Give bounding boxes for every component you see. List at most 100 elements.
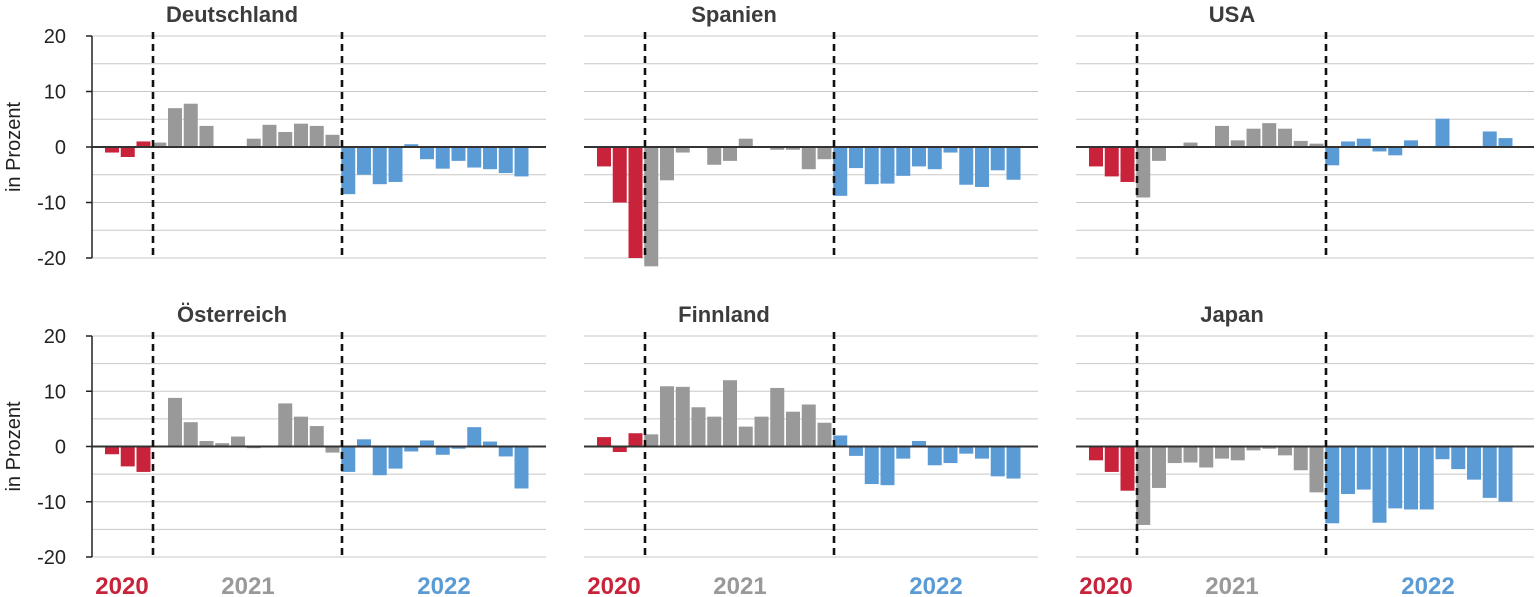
bar-2021 bbox=[1293, 140, 1308, 147]
bar-2022 bbox=[1435, 446, 1450, 460]
bar-2022 bbox=[483, 441, 497, 447]
bar-2020 bbox=[612, 147, 627, 203]
bar-2020 bbox=[597, 437, 611, 447]
bar-2022 bbox=[483, 147, 497, 170]
bar-2020 bbox=[1120, 446, 1135, 491]
bar-2022 bbox=[467, 147, 482, 168]
year-label-2022: 2022 bbox=[1401, 573, 1454, 597]
panel-title: Österreich bbox=[177, 302, 287, 327]
bar-2021 bbox=[707, 147, 722, 165]
bar-2022 bbox=[514, 446, 529, 489]
bar-2021 bbox=[786, 411, 800, 447]
bar-2021 bbox=[1309, 143, 1324, 147]
bar-2022 bbox=[388, 446, 403, 469]
bar-2022 bbox=[1372, 147, 1387, 152]
bar-2022 bbox=[1498, 446, 1513, 502]
y-axis-label: in Prozent bbox=[3, 102, 25, 192]
bar-2022 bbox=[1482, 446, 1497, 498]
bar-2021 bbox=[817, 422, 832, 447]
bar-2022 bbox=[372, 446, 387, 476]
bar-2021 bbox=[325, 446, 340, 453]
bar-2021 bbox=[738, 426, 753, 447]
bar-2022 bbox=[959, 446, 974, 454]
panel-title: Japan bbox=[1200, 302, 1264, 327]
bar-2022 bbox=[880, 147, 895, 184]
panel-title: Spanien bbox=[691, 2, 777, 27]
bar-2021 bbox=[1167, 446, 1182, 464]
bar-2021 bbox=[199, 440, 214, 447]
bar-2022 bbox=[943, 446, 958, 464]
bar-2022 bbox=[864, 147, 879, 185]
bar-2021 bbox=[231, 436, 245, 447]
bar-2022 bbox=[1451, 446, 1466, 470]
bar-2022 bbox=[1388, 147, 1403, 156]
bar-2022 bbox=[849, 446, 863, 456]
bar-2020 bbox=[105, 446, 119, 455]
bar-2022 bbox=[1467, 446, 1481, 480]
bar-2020 bbox=[1104, 446, 1119, 472]
bar-2021 bbox=[723, 147, 737, 161]
bar-2021 bbox=[660, 147, 674, 181]
panel-title: Deutschland bbox=[166, 2, 298, 27]
year-label-2021: 2021 bbox=[713, 573, 766, 597]
bar-2022 bbox=[498, 446, 513, 457]
bar-2021 bbox=[1278, 446, 1292, 456]
bar-2022 bbox=[943, 147, 958, 153]
y-tick-label: 0 bbox=[55, 437, 66, 459]
bar-2021 bbox=[309, 125, 324, 147]
bar-2021 bbox=[168, 397, 182, 447]
bar-2022 bbox=[912, 147, 926, 167]
bar-2022 bbox=[1006, 446, 1021, 479]
bar-2022 bbox=[1482, 131, 1497, 147]
bar-2022 bbox=[341, 446, 356, 472]
bar-2021 bbox=[294, 123, 308, 147]
bar-2022 bbox=[880, 446, 895, 486]
bar-2021 bbox=[1199, 446, 1214, 468]
y-tick-label: -10 bbox=[37, 193, 66, 215]
bar-2022 bbox=[1356, 138, 1371, 147]
bar-2021 bbox=[246, 138, 261, 147]
bar-2022 bbox=[514, 147, 529, 177]
year-label-2021: 2021 bbox=[221, 573, 274, 597]
year-label-2021: 2021 bbox=[1205, 573, 1258, 597]
bar-2022 bbox=[388, 147, 403, 182]
bar-2020 bbox=[1120, 147, 1135, 182]
bar-2021 bbox=[1278, 128, 1292, 147]
bar-2022 bbox=[864, 446, 879, 485]
bar-2021 bbox=[278, 403, 293, 447]
bar-2020 bbox=[612, 446, 627, 453]
bar-2022 bbox=[420, 147, 434, 160]
y-tick-label: 20 bbox=[44, 26, 66, 48]
bar-2021 bbox=[675, 386, 690, 447]
year-label-2020: 2020 bbox=[587, 573, 640, 597]
y-tick-label: 10 bbox=[44, 381, 66, 403]
bar-2021 bbox=[1230, 140, 1245, 147]
bar-2022 bbox=[1341, 141, 1355, 147]
bar-2022 bbox=[451, 446, 466, 449]
bar-2021 bbox=[278, 132, 293, 147]
bar-2022 bbox=[927, 147, 942, 170]
bar-2021 bbox=[1183, 142, 1198, 147]
bar-2020 bbox=[628, 147, 643, 258]
bar-2022 bbox=[357, 439, 371, 447]
bar-2021 bbox=[168, 108, 182, 147]
y-tick-label: 0 bbox=[55, 137, 66, 159]
bar-2022 bbox=[1388, 446, 1403, 509]
bar-2022 bbox=[435, 446, 450, 455]
bar-2021 bbox=[786, 147, 800, 150]
bar-2021 bbox=[309, 426, 324, 447]
bar-2021 bbox=[644, 147, 659, 267]
bar-2022 bbox=[912, 440, 926, 447]
y-tick-label: -20 bbox=[37, 248, 66, 270]
bar-2021 bbox=[1152, 446, 1166, 488]
bar-2022 bbox=[1498, 138, 1513, 147]
bar-2022 bbox=[1435, 118, 1450, 147]
bar-2022 bbox=[896, 147, 911, 176]
bar-2021 bbox=[723, 380, 737, 447]
bar-2022 bbox=[341, 147, 356, 195]
bar-2022 bbox=[1372, 446, 1387, 523]
bar-2022 bbox=[404, 446, 419, 452]
bar-2021 bbox=[801, 147, 816, 170]
bar-2021 bbox=[1246, 446, 1261, 451]
bar-2021 bbox=[1230, 446, 1245, 461]
